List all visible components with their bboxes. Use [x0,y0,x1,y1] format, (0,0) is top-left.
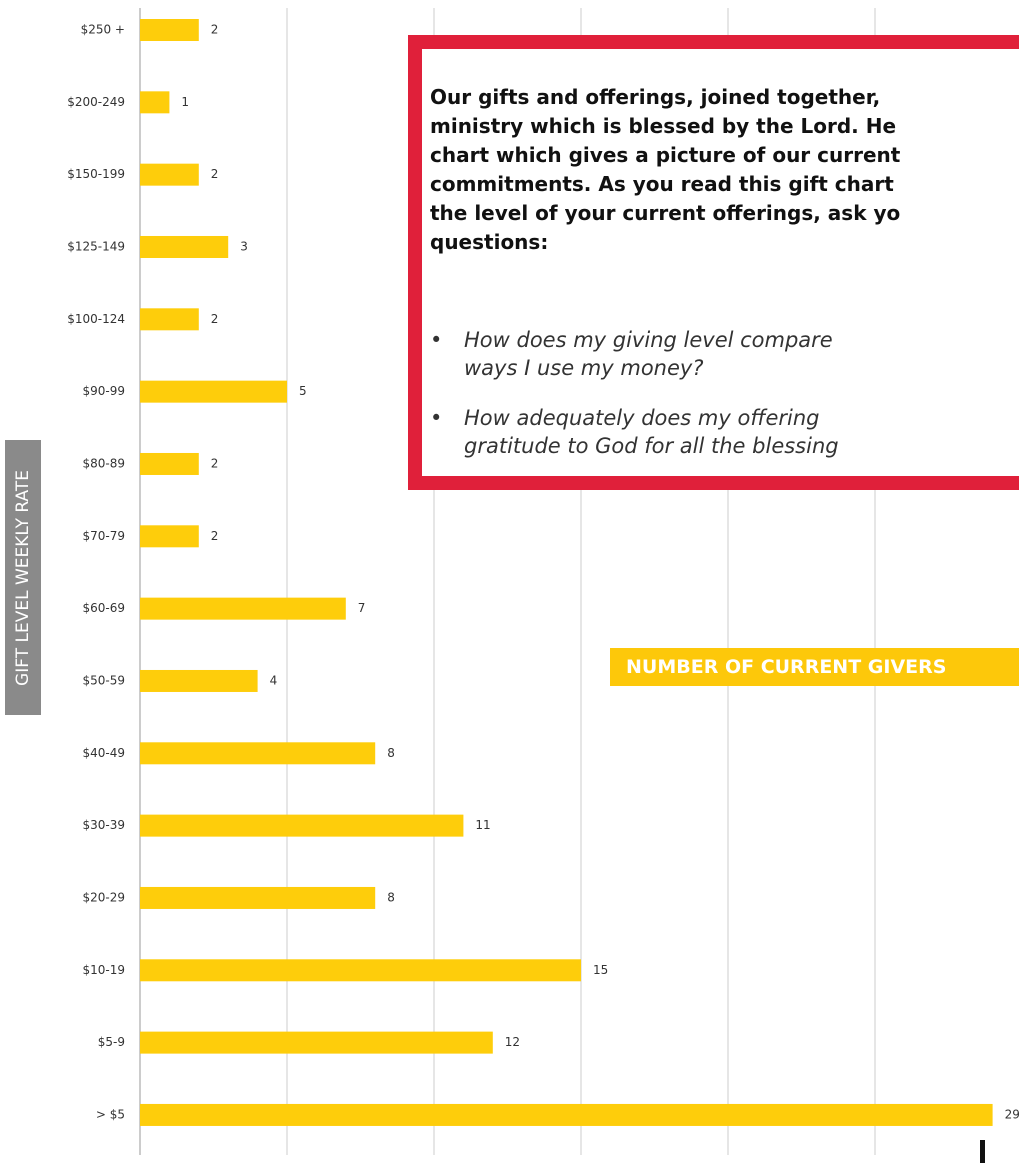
bullet: • How adequately does my offering gratitud… [430,404,839,460]
bar [140,742,376,765]
bullet: • How does my giving level compare ways I … [430,326,833,382]
bullet-line: How does my giving level compare [464,328,833,352]
bar [140,1031,493,1054]
bar [140,163,199,186]
y-tick-label: $125-149 [67,239,125,253]
bar [140,235,229,258]
bar [140,669,258,692]
value-label: 2 [211,167,219,181]
y-tick-label: $40-49 [82,746,125,760]
value-label: 11 [475,818,490,832]
bullet-dot: • [430,406,443,430]
bar [140,1103,993,1126]
y-axis-label: GIFT LEVEL WEEKLY RATE [13,469,33,686]
paragraph-line: Our gifts and offerings, joined together… [430,85,881,109]
value-label: 2 [211,456,219,470]
bar [140,308,199,331]
value-label: 5 [299,384,307,398]
y-tick-label: $250 + [81,23,125,37]
value-label: 8 [387,746,395,760]
bar [140,19,199,41]
value-label: 2 [211,312,219,326]
paragraph-line: commitments. As you read this gift chart [430,172,894,196]
value-label: 15 [593,963,608,977]
paragraph-line: questions: [430,230,549,254]
y-axis-label-box: GIFT LEVEL WEEKLY RATE [5,440,41,715]
y-tick-label: $100-124 [67,312,125,326]
bullet-line: How adequately does my offering [464,406,820,430]
y-tick-label: $5-9 [98,1035,125,1049]
y-tick-label: $90-99 [82,384,125,398]
value-label: 1 [181,95,189,109]
value-label: 29 [1005,1107,1019,1121]
y-tick-label: $60-69 [82,601,125,615]
value-label: 2 [211,23,219,37]
paragraph-line: the level of your current offerings, ask… [430,201,901,225]
value-label: 4 [270,673,278,687]
y-tick-label: $70-79 [82,529,125,543]
bar [140,814,464,837]
bullet-dot: • [430,328,443,352]
bar [140,525,199,548]
cursor-mark [980,1140,985,1163]
y-tick-label: $80-89 [82,456,125,470]
value-label: 12 [505,1035,520,1049]
value-label: 2 [211,529,219,543]
callout: Our gifts and offerings, joined together… [408,35,1019,490]
value-label: 8 [387,890,395,904]
y-tick-label: $20-29 [82,890,125,904]
paragraph-line: ministry which is blessed by the Lord. H… [430,114,897,138]
y-tick-label: > $5 [96,1107,125,1121]
bar [140,452,199,475]
value-label: 7 [358,601,366,615]
bar [140,886,376,909]
bar [140,380,287,403]
bullet-line: ways I use my money? [464,356,704,380]
paragraph-line: chart which gives a picture of our curre… [430,143,901,167]
y-tick-label: $200-249 [67,95,125,109]
y-tick-label: $10-19 [82,963,125,977]
bullet-line: gratitude to God for all the blessing [464,434,839,458]
y-tick-label: $50-59 [82,673,125,687]
bar [140,959,581,982]
value-label: 3 [240,239,248,253]
callout-paragraph: Our gifts and offerings, joined together… [430,83,900,257]
bar [140,91,170,114]
x-axis-label: NUMBER OF CURRENT GIVERS [610,648,1019,686]
y-tick-label: $150-199 [67,167,125,181]
bar [140,597,346,620]
y-tick-label: $30-39 [82,818,125,832]
